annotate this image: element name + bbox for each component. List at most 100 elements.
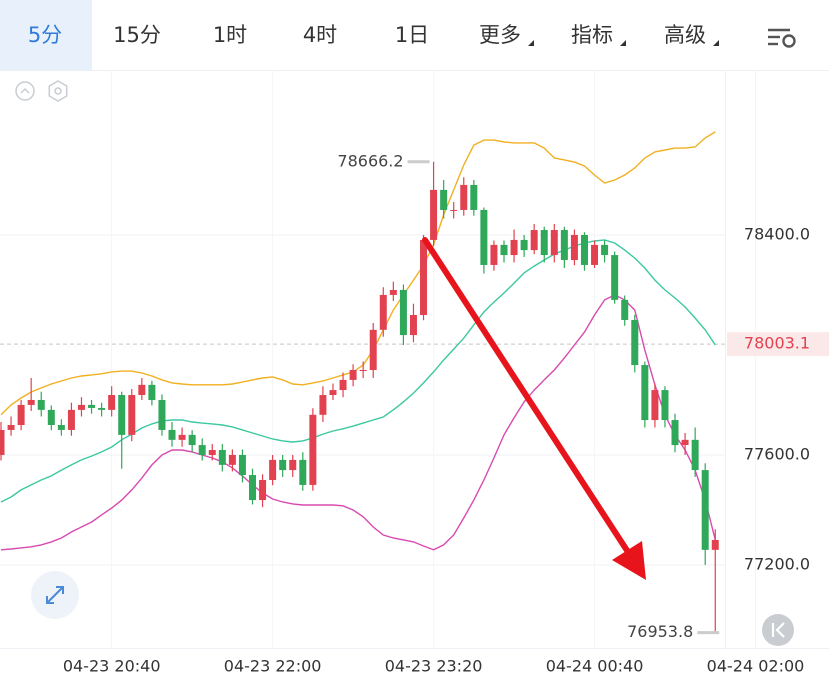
- tab[interactable]: 4时: [303, 23, 337, 47]
- dropdown-caret: [713, 40, 719, 46]
- candle-body: [98, 407, 106, 410]
- last-price-label: 78003.1: [744, 334, 810, 353]
- candle-body: [57, 424, 65, 430]
- candle-body: [218, 450, 226, 465]
- x-tick-label: 04-24 00:40: [546, 657, 644, 676]
- candle-body: [118, 395, 126, 435]
- candle-body: [319, 395, 327, 415]
- settings-hex-icon[interactable]: [48, 80, 68, 102]
- candle-body: [671, 420, 679, 446]
- tab[interactable]: 1日: [395, 23, 429, 47]
- tab[interactable]: 5分: [28, 23, 62, 47]
- band-line: [0, 131, 716, 416]
- candle-body: [279, 459, 287, 471]
- candle-body: [379, 294, 387, 330]
- candle-body: [47, 409, 55, 425]
- candle-body: [389, 289, 397, 295]
- candle-body: [178, 434, 186, 440]
- candle-body: [510, 239, 518, 256]
- x-tick-label: 04-23 23:20: [385, 657, 483, 676]
- candle-body: [17, 404, 25, 425]
- candle-body: [188, 434, 196, 446]
- candle-body: [349, 369, 357, 380]
- candle-body: [37, 399, 45, 410]
- tab[interactable]: 高级: [664, 23, 706, 47]
- candle-body: [0, 429, 5, 455]
- candle-body: [369, 329, 377, 370]
- candle-body: [691, 439, 699, 471]
- candle-body: [611, 255, 619, 300]
- candle-body: [249, 475, 256, 501]
- candle-body: [560, 230, 568, 261]
- candle-body: [299, 459, 307, 485]
- candle-body: [359, 369, 367, 371]
- y-tick-label: 77600.0: [744, 444, 810, 463]
- candle-body: [138, 384, 146, 396]
- candle-body: [289, 459, 297, 471]
- candle-body: [661, 390, 669, 421]
- tab[interactable]: 指标: [571, 23, 613, 47]
- band-line: [0, 294, 716, 551]
- candle-body: [681, 439, 689, 446]
- candle-body: [591, 244, 599, 265]
- candle-body: [238, 454, 246, 476]
- candle-body: [339, 379, 347, 391]
- back-button[interactable]: [762, 614, 794, 646]
- candle-body: [329, 390, 337, 396]
- candle-body: [550, 230, 558, 256]
- candle-body: [580, 234, 588, 265]
- candle-body: [158, 399, 166, 430]
- band-line: [0, 239, 716, 503]
- settings-icon[interactable]: [768, 28, 796, 48]
- candle-body: [228, 454, 236, 465]
- candle-body: [641, 365, 649, 421]
- candle-body: [399, 289, 407, 336]
- last-price-box: [727, 332, 829, 357]
- candle-body: [148, 384, 156, 400]
- dropdown-caret: [528, 40, 534, 46]
- candle-body: [67, 409, 75, 430]
- active-tab-bg: [0, 0, 92, 70]
- candle-body: [651, 390, 659, 421]
- candle-body: [420, 239, 428, 316]
- collapse-icon[interactable]: [15, 81, 35, 101]
- candle-body: [168, 429, 176, 440]
- candle-body: [108, 395, 116, 410]
- y-tick-label: 78400.0: [744, 224, 810, 243]
- candle-body: [7, 424, 15, 430]
- x-tick-label: 04-24 02:00: [707, 657, 805, 676]
- candle-body: [27, 399, 35, 405]
- candle-body: [198, 445, 206, 455]
- candle-body: [480, 209, 488, 265]
- y-tick-label: 77200.0: [744, 554, 810, 573]
- candle-body: [570, 234, 578, 261]
- candle-body: [631, 319, 639, 366]
- candle-body: [128, 395, 136, 435]
- candle-body: [450, 209, 458, 211]
- expand-button[interactable]: [31, 571, 79, 619]
- candle-body: [621, 299, 629, 320]
- tab[interactable]: 1时: [213, 23, 247, 47]
- candle-body: [470, 184, 478, 210]
- tab[interactable]: 更多: [479, 23, 521, 47]
- candle-body: [500, 244, 508, 256]
- candle-body: [269, 459, 277, 480]
- candle-body: [77, 404, 85, 410]
- candle-body: [259, 479, 267, 501]
- candle-body: [520, 239, 528, 251]
- candle-body: [440, 189, 448, 210]
- tab[interactable]: 15分: [113, 23, 161, 47]
- low-label: 76953.8: [627, 622, 693, 641]
- x-tick-label: 04-23 22:00: [224, 657, 322, 676]
- candle-body: [208, 450, 216, 455]
- candle-body: [460, 184, 468, 210]
- dropdown-caret: [620, 40, 626, 46]
- candle-body: [88, 404, 96, 408]
- candle-body: [601, 244, 609, 256]
- candle-body: [309, 414, 317, 485]
- x-tick-label: 04-23 20:40: [63, 657, 161, 676]
- plot: [0, 70, 756, 648]
- candle-body: [530, 230, 538, 251]
- candle-body: [701, 470, 709, 550]
